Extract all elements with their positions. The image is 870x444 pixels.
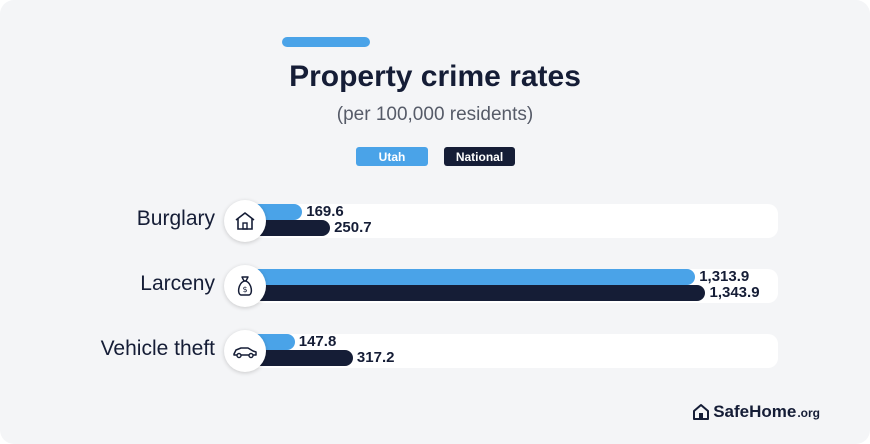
value-label-national-vehicle-theft: 317.2 bbox=[356, 349, 395, 366]
chart-title: Property crime rates bbox=[289, 60, 581, 93]
chart-subtitle: (per 100,000 residents) bbox=[336, 104, 534, 125]
svg-text:$: $ bbox=[242, 285, 247, 294]
safehome-logo: SafeHome .org bbox=[692, 402, 820, 422]
value-label-national-burglary: 250.7 bbox=[334, 219, 372, 236]
safehome-house-icon bbox=[693, 404, 710, 420]
brand-name: SafeHome bbox=[713, 402, 797, 421]
brand-tld: .org bbox=[797, 406, 820, 420]
legend-utah: Utah bbox=[356, 147, 428, 166]
bar-national-vehicle-theft bbox=[244, 350, 353, 366]
category-label-vehicle-theft: Vehicle theft bbox=[100, 337, 215, 360]
value-label-utah-vehicle-theft: 147.8 bbox=[298, 333, 337, 350]
bar-utah-larceny bbox=[244, 269, 696, 285]
value-label-utah-larceny: 1,313.9 bbox=[699, 268, 750, 285]
legend-national: National bbox=[444, 147, 515, 166]
money-bag-icon: $ bbox=[224, 265, 266, 307]
house-icon bbox=[224, 200, 266, 242]
category-label-burglary: Burglary bbox=[136, 207, 215, 230]
value-label-national-larceny: 1,343.9 bbox=[709, 284, 760, 301]
accent-bar bbox=[282, 37, 370, 47]
value-label-utah-burglary: 169.6 bbox=[306, 203, 344, 220]
category-label-larceny: Larceny bbox=[140, 272, 215, 295]
car-icon bbox=[224, 330, 266, 372]
bar-track-burglary bbox=[244, 204, 778, 238]
bar-national-larceny bbox=[244, 285, 706, 301]
